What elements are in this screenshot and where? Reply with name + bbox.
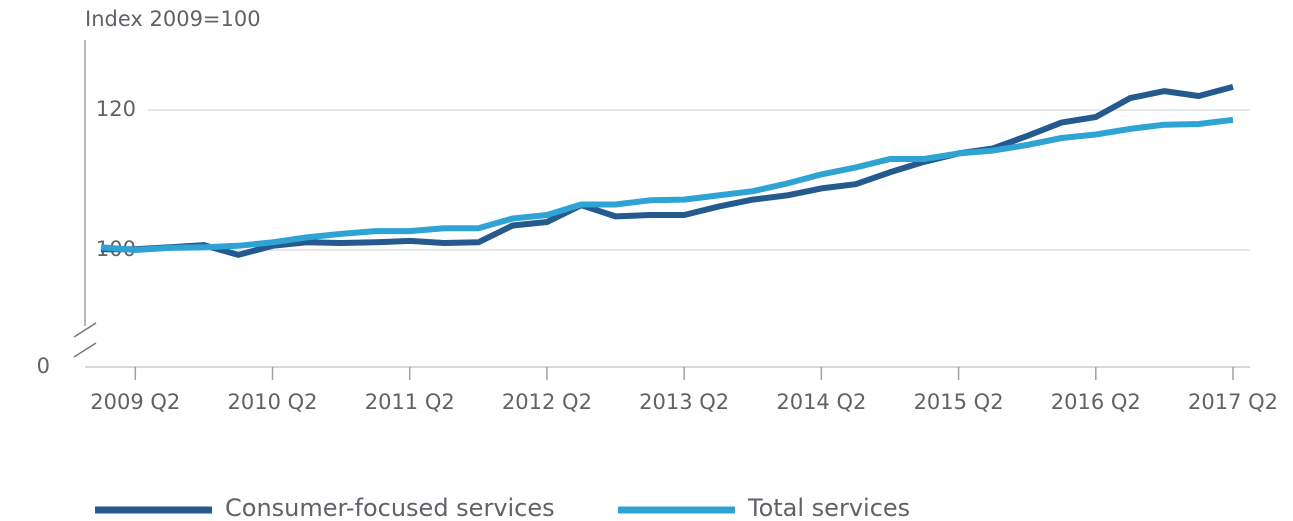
x-tick-label: 2012 Q2 xyxy=(502,390,592,414)
x-tick-label: 2010 Q2 xyxy=(228,390,318,414)
x-tick-label: 2009 Q2 xyxy=(90,390,180,414)
y-axis-title: Index 2009=100 xyxy=(85,7,261,31)
x-tick-label: 2011 Q2 xyxy=(365,390,455,414)
legend-label: Consumer-focused services xyxy=(225,494,555,521)
x-tick-label: 2017 Q2 xyxy=(1188,390,1278,414)
axis-break xyxy=(73,322,97,338)
x-tick-label: 2016 Q2 xyxy=(1051,390,1141,414)
axis-break xyxy=(73,342,97,358)
y-tick-label: 0 xyxy=(37,354,50,378)
x-tick-label: 2015 Q2 xyxy=(914,390,1004,414)
series-line xyxy=(101,84,1234,258)
x-tick-label: 2014 Q2 xyxy=(776,390,866,414)
y-tick-label: 120 xyxy=(96,97,136,121)
legend-label: Total services xyxy=(747,494,910,521)
x-tick-label: 2013 Q2 xyxy=(639,390,729,414)
series-line xyxy=(100,116,1234,253)
